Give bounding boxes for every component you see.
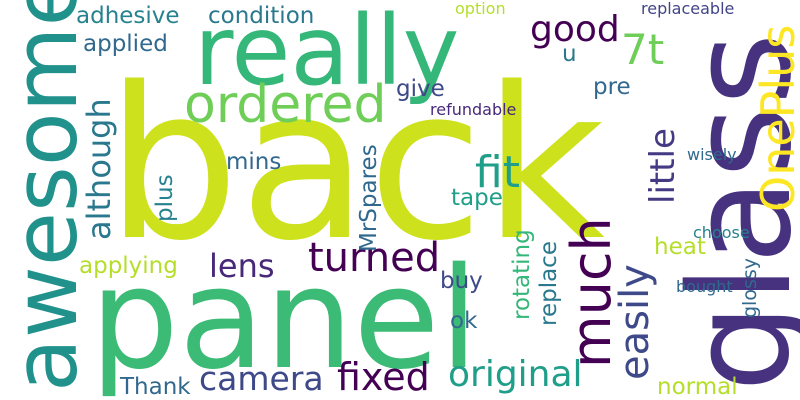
word-mrspares: MrSpares	[356, 144, 382, 252]
word-pre: pre	[593, 74, 631, 100]
word-although: although	[80, 98, 118, 240]
word-tape: tape	[451, 185, 503, 211]
word-fit: fit	[475, 147, 520, 198]
word-option: option	[455, 0, 506, 18]
word-applied: applied	[83, 31, 168, 57]
word-7t: 7t	[621, 25, 665, 74]
word-mins: mins	[226, 149, 282, 175]
word-applying: applying	[79, 253, 178, 279]
word-much: much	[560, 217, 623, 368]
word-really: really	[194, 0, 460, 107]
word-thank: Thank	[120, 374, 191, 400]
word-condition: condition	[208, 3, 315, 29]
word-rotating: rotating	[509, 229, 535, 320]
word-fixed: fixed	[337, 355, 430, 399]
word-give: give	[396, 76, 445, 102]
word-plus: plus	[152, 174, 178, 222]
word-awesome: awesome	[0, 0, 97, 392]
word-turned: turned	[308, 235, 441, 281]
word-good: good	[530, 9, 620, 50]
word-oneplus: OnePlus	[751, 24, 800, 212]
word-buy: buy	[440, 268, 483, 294]
word-wisely: wisely	[687, 145, 737, 164]
word-panel: panel	[90, 238, 479, 400]
word-little: little	[643, 128, 683, 204]
word-heat: heat	[654, 234, 706, 260]
word-original: original	[448, 354, 583, 395]
word-replace: replace	[536, 241, 562, 326]
word-ordered: ordered	[184, 75, 387, 135]
word-camera: camera	[199, 359, 324, 398]
word-adhesive: adhesive	[76, 3, 180, 29]
word-replaceable: replaceable	[641, 0, 735, 18]
word-easily: easily	[612, 264, 658, 380]
word-bought: bought	[676, 277, 733, 296]
word-u: u	[562, 41, 577, 67]
word-refundable: refundable	[430, 100, 517, 119]
word-choose: choose	[693, 223, 750, 242]
word-back: back	[106, 42, 606, 287]
word-ok: ok	[450, 308, 478, 334]
word-glossy: glossy	[739, 257, 761, 318]
word-lens: lens	[209, 247, 275, 285]
word-normal: normal	[657, 374, 738, 400]
